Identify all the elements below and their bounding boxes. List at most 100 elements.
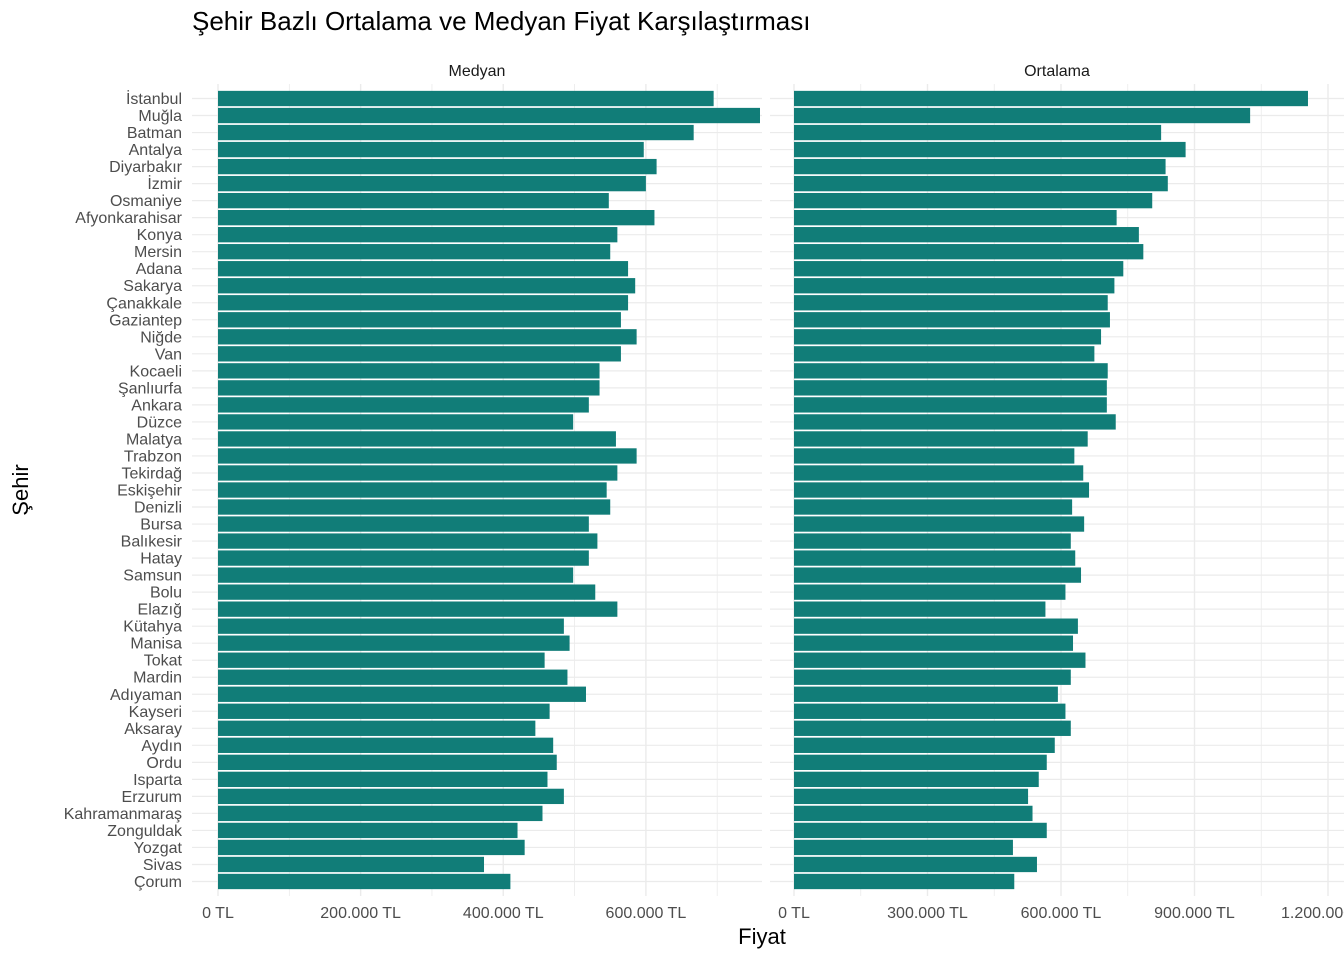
y-tick-label: Elazığ xyxy=(138,602,182,619)
bar xyxy=(794,635,1074,651)
y-tick-label: İstanbul xyxy=(126,89,182,108)
y-tick-label: Muğla xyxy=(138,108,182,125)
y-tick-label: Adıyaman xyxy=(110,687,182,704)
bar xyxy=(794,516,1085,532)
bar xyxy=(218,635,570,651)
y-tick-label: Bolu xyxy=(150,585,182,602)
bar xyxy=(794,397,1107,413)
bar xyxy=(218,839,525,856)
bar xyxy=(218,329,637,345)
bar xyxy=(794,107,1251,124)
x-tick-label: 900.000 TL xyxy=(1154,905,1235,922)
y-tick-label: Şanlıurfa xyxy=(118,380,182,397)
y-tick-label: Manisa xyxy=(130,636,182,653)
bar xyxy=(794,414,1116,430)
y-tick-label: Çorum xyxy=(134,874,182,891)
bar xyxy=(218,175,646,192)
bar xyxy=(218,822,518,839)
bar xyxy=(794,448,1075,464)
chart-title: Şehir Bazlı Ortalama ve Medyan Fiyat Kar… xyxy=(192,6,811,36)
bar xyxy=(794,669,1071,685)
bar xyxy=(218,448,637,464)
bar xyxy=(218,380,600,396)
y-tick-label: Hatay xyxy=(140,551,182,568)
y-tick-label: Adana xyxy=(136,261,182,278)
bar xyxy=(794,703,1066,719)
y-tick-label: Ankara xyxy=(131,397,182,414)
bar xyxy=(794,839,1013,856)
bar xyxy=(218,210,655,226)
bar xyxy=(218,499,611,515)
bar xyxy=(794,90,1308,107)
panel-medyan: Medyan 0 TL 200.000 TL 400.000 TL 600.000 TL xyxy=(192,63,762,922)
bar xyxy=(218,312,621,328)
bar xyxy=(218,856,485,873)
bar xyxy=(794,686,1058,702)
bar xyxy=(794,227,1139,243)
bar xyxy=(218,788,564,805)
bar xyxy=(794,261,1124,277)
bar xyxy=(794,618,1078,634)
bar xyxy=(794,567,1082,583)
bar xyxy=(218,550,589,566)
bar xyxy=(794,737,1055,753)
bar xyxy=(794,141,1186,158)
bar xyxy=(218,516,589,532)
bar xyxy=(794,244,1144,260)
panels-layer: Medyan 0 TL 200.000 TL 400.000 TL 600.000 TL… xyxy=(192,63,1344,922)
y-tick-label: Aksaray xyxy=(124,721,182,738)
y-tick-label: Bursa xyxy=(140,517,182,534)
bar xyxy=(218,737,554,753)
bar xyxy=(794,533,1071,549)
bar xyxy=(218,414,574,430)
bar xyxy=(794,329,1102,345)
y-tick-label: Mersin xyxy=(134,244,182,261)
category-axis: İstanbulMuğlaBatmanAntalyaDiyarbakırİzmi… xyxy=(64,89,183,891)
bar xyxy=(794,584,1066,600)
bar xyxy=(794,720,1071,736)
bar xyxy=(218,363,600,379)
bar xyxy=(218,754,557,770)
x-tick-label: 600.000 TL xyxy=(1021,905,1102,922)
y-tick-label: Batman xyxy=(127,125,182,142)
y-axis-title: Şehir xyxy=(8,464,33,515)
y-tick-label: Kayseri xyxy=(129,704,182,721)
x-tick-label: 0 TL xyxy=(202,905,234,922)
bar xyxy=(218,261,629,277)
y-tick-label: Osmaniye xyxy=(110,193,182,210)
y-tick-label: Trabzon xyxy=(124,448,182,465)
bar xyxy=(218,158,657,175)
bar xyxy=(218,482,607,498)
bar xyxy=(218,192,609,209)
y-tick-label: Yozgat xyxy=(134,840,183,857)
y-tick-label: Çanakkale xyxy=(106,295,182,312)
bar xyxy=(218,295,629,311)
y-tick-label: Zonguldak xyxy=(107,823,183,840)
bar xyxy=(794,482,1090,498)
y-tick-label: Erzurum xyxy=(122,789,182,806)
facet-label: Ortalama xyxy=(1024,63,1090,80)
y-tick-label: Sakarya xyxy=(123,278,182,295)
y-tick-label: Denizli xyxy=(134,500,182,517)
bar xyxy=(794,278,1115,294)
y-tick-label: Kahramanmaraş xyxy=(64,806,182,823)
bar xyxy=(218,346,621,362)
panel-ortalama: Ortalama 0 TL 300.000 TL 600.000 TL 900.000 … xyxy=(770,63,1344,922)
y-tick-label: Kocaeli xyxy=(130,363,182,380)
bar xyxy=(794,312,1110,328)
bar xyxy=(794,295,1108,311)
bar xyxy=(794,124,1162,141)
y-tick-label: Van xyxy=(155,346,182,363)
bar xyxy=(218,805,543,822)
y-tick-label: Balıkesir xyxy=(121,534,183,551)
bar xyxy=(794,175,1168,192)
bar xyxy=(794,788,1029,805)
x-tick-label: 0 TL xyxy=(778,905,810,922)
y-tick-label: İzmir xyxy=(147,174,182,193)
bar xyxy=(218,771,548,788)
y-tick-label: Aydın xyxy=(141,738,182,755)
y-tick-label: Antalya xyxy=(129,142,182,159)
bar xyxy=(794,431,1088,447)
bar xyxy=(218,431,616,447)
